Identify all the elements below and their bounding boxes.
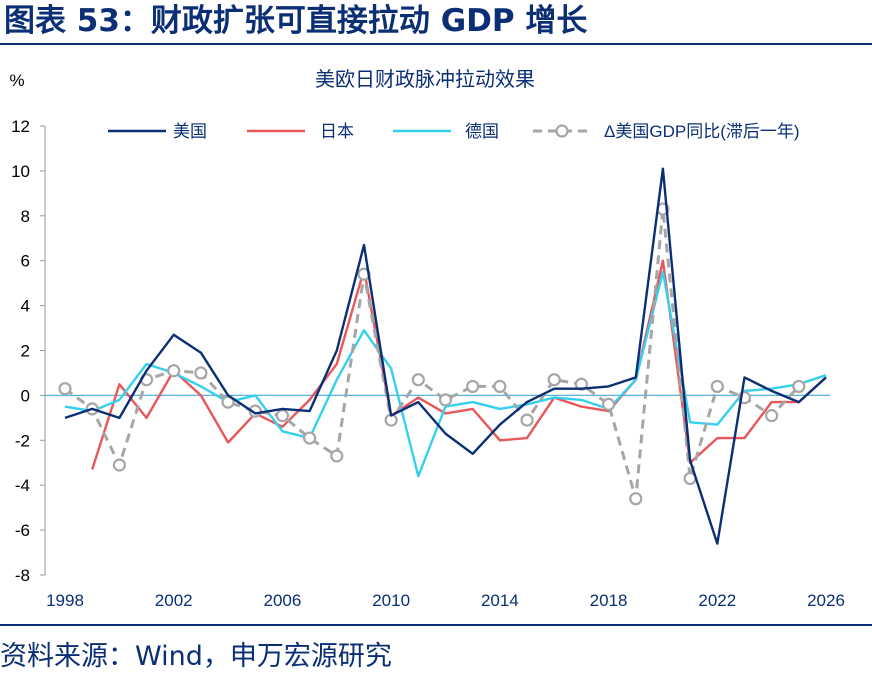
x-tick-label: 2026 [807, 591, 845, 610]
series-point-marker [58, 382, 72, 396]
y-tick-label: 2 [21, 342, 30, 361]
series-point-marker [493, 379, 507, 394]
y-tick-label: -8 [15, 566, 30, 585]
series-point-marker [303, 431, 317, 445]
y-tick-label: -2 [15, 431, 30, 450]
y-axis-unit-label: % [9, 71, 24, 90]
legend-label: 美国 [173, 122, 207, 141]
x-tick-label: 2010 [372, 591, 410, 610]
y-tick-label: 4 [21, 297, 30, 316]
y-tick-label: 12 [11, 117, 30, 136]
series-point-marker [629, 492, 643, 506]
chart-title: 美欧日财政脉冲拉动效果 [315, 68, 535, 91]
source-note: 资料来源：Wind，申万宏源研究 [0, 641, 392, 672]
series-point-marker [330, 449, 344, 463]
series-line-2 [64, 270, 827, 478]
series-point-marker [710, 379, 724, 394]
x-tick-label: 2006 [264, 591, 302, 610]
series-point-marker [765, 409, 779, 423]
y-tick-label: 6 [21, 252, 30, 271]
y-tick-label: -4 [15, 476, 30, 495]
legend-label: 日本 [320, 122, 354, 141]
y-tick-label: 0 [21, 386, 30, 405]
series-point-marker [547, 373, 561, 387]
series-point-marker [112, 458, 126, 472]
series-point-marker [520, 413, 534, 427]
y-tick-label: 8 [21, 207, 30, 226]
legend-marker [555, 124, 569, 138]
report-header: 图表 53：财政扩张可直接拉动 GDP 增长 [0, 0, 872, 45]
line-chart: 美欧日财政脉冲拉动效果 % -8 -6 -4 -2 0 2 4 6 8 10 12 1998 2002 2… [9, 68, 845, 610]
x-tick-label: 2014 [481, 591, 519, 610]
header-divider [0, 43, 872, 45]
series-point-marker [466, 379, 480, 394]
series-layer [58, 167, 827, 545]
series-point-marker [792, 379, 806, 394]
y-tick-label: -6 [15, 521, 30, 540]
chart-axes: -8 -6 -4 -2 0 2 4 6 8 10 12 1998 2002 2006 2010 2014 201… [11, 117, 845, 610]
series-point-marker [194, 366, 208, 380]
x-tick-label: 2002 [155, 591, 193, 610]
footer-divider [0, 624, 872, 626]
figure-title: 图表 53：财政扩张可直接拉动 GDP 增长 [4, 3, 588, 39]
x-tick-label: 2018 [590, 591, 628, 610]
x-tick-label: 2022 [698, 591, 736, 610]
series-point-marker [601, 397, 616, 411]
chart-legend: 美国 日本 德国 Δ美国GDP同比(滞后一年) [108, 122, 800, 141]
legend-label: Δ美国GDP同比(滞后一年) [604, 122, 800, 141]
series-point-marker [411, 373, 425, 387]
x-tick-label: 1998 [46, 591, 84, 610]
series-point-marker [438, 393, 453, 407]
series-line-1 [91, 259, 827, 470]
series-line-0 [64, 167, 827, 545]
legend-label: 德国 [465, 122, 499, 141]
series-line-3 [64, 207, 800, 501]
y-tick-label: 10 [11, 162, 30, 181]
series-point-marker [167, 364, 181, 378]
series-point-marker [275, 409, 290, 423]
